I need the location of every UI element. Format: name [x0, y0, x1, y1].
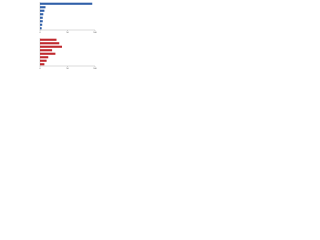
x-tick-label: 0 — [39, 68, 41, 70]
x-tick-label: 50 — [66, 68, 69, 70]
bar — [40, 52, 56, 55]
bar — [40, 6, 46, 9]
bar — [40, 16, 43, 19]
bar — [40, 2, 93, 5]
bar — [40, 38, 57, 41]
bar — [40, 13, 44, 16]
bar — [40, 59, 47, 62]
bar — [40, 20, 43, 23]
chart: 0 50 100 0 50 100 — [39, 2, 98, 70]
bar — [40, 63, 45, 66]
x-tick-label: 100 — [93, 32, 97, 34]
x-tick-label: 100 — [93, 68, 97, 70]
x-tick-label: 0 — [39, 32, 41, 34]
bar — [40, 42, 60, 45]
bar — [40, 27, 42, 30]
x-tick-label: 50 — [66, 32, 69, 34]
bar — [40, 56, 49, 59]
bar — [40, 49, 53, 52]
bar — [40, 45, 62, 48]
bar — [40, 23, 43, 26]
bar — [40, 9, 45, 12]
